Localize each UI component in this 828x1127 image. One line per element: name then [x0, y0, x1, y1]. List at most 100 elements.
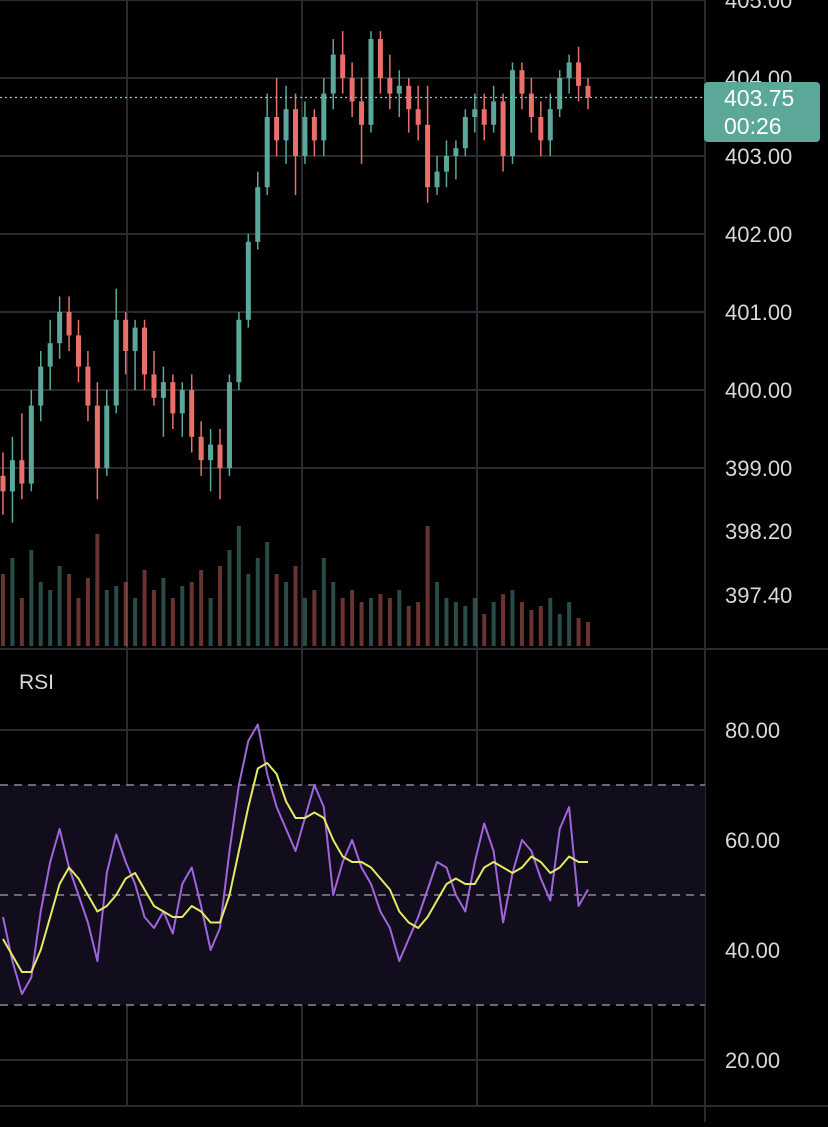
candle — [406, 78, 412, 133]
candle — [576, 46, 582, 102]
price-tick-label: 402.00 — [725, 222, 792, 247]
volume-bar — [463, 606, 468, 646]
price-tick-label: 403.00 — [725, 144, 792, 169]
candle-body — [104, 405, 110, 468]
candle-body — [434, 171, 440, 188]
price-tick-label: 401.00 — [725, 300, 792, 325]
candle — [453, 140, 459, 180]
candle-body — [0, 475, 6, 492]
volume-bar — [151, 590, 156, 646]
volume-bar — [265, 542, 270, 646]
volume-bar — [227, 550, 232, 646]
volume-bar — [557, 614, 562, 646]
price-axis[interactable]: 405.00404.00403.00402.00401.00400.00399.… — [725, 0, 792, 608]
volume-bar — [397, 590, 402, 646]
candle — [359, 78, 365, 164]
candle — [293, 93, 298, 195]
current-price-badge: 403.75 00:26 — [704, 82, 820, 142]
candle — [434, 156, 440, 195]
candle — [311, 109, 317, 156]
candle-body — [359, 101, 365, 125]
candle-body — [142, 327, 148, 375]
candle-body — [293, 109, 298, 156]
candle-body — [538, 117, 544, 141]
candle — [264, 93, 270, 195]
volume-bar — [302, 598, 307, 646]
candlesticks[interactable] — [0, 31, 591, 523]
candle — [462, 109, 468, 156]
volume-bar — [208, 598, 213, 646]
candle-body — [245, 241, 251, 320]
candle-body — [557, 78, 563, 110]
candle — [340, 31, 346, 94]
candle — [519, 62, 525, 110]
candle — [0, 452, 6, 515]
candle — [170, 374, 176, 429]
volume-bar — [340, 598, 345, 646]
volume-bar — [510, 590, 515, 646]
volume-bar — [435, 582, 440, 646]
candle — [538, 101, 544, 156]
candle — [113, 288, 119, 414]
candle-body — [85, 366, 91, 406]
candle-body — [547, 109, 553, 141]
candle — [160, 366, 166, 437]
candle-body — [510, 70, 516, 156]
rsi-tick-label: 20.00 — [725, 1048, 780, 1073]
volume-bar — [218, 566, 223, 646]
volume-bar — [142, 570, 147, 646]
volume-bar — [368, 598, 373, 646]
candle — [57, 296, 63, 359]
candle — [75, 319, 81, 383]
volume-bar — [416, 602, 421, 646]
candle — [274, 78, 280, 156]
volume-bar — [576, 618, 581, 646]
candle — [132, 319, 138, 390]
candle — [557, 70, 563, 117]
candle-body — [330, 54, 336, 94]
candle-body — [38, 366, 44, 406]
candle-body — [189, 390, 195, 437]
volume-bar — [29, 550, 34, 646]
current-price-value: 403.75 — [724, 85, 795, 111]
rsi-indicator-title[interactable]: RSI — [19, 671, 55, 694]
candle-body — [311, 117, 317, 141]
candle-body — [566, 62, 572, 78]
volume-bar — [331, 582, 336, 646]
candle-body — [396, 85, 402, 94]
volume-bar — [1, 574, 5, 646]
candle-body — [321, 93, 327, 141]
volume-bar — [425, 526, 430, 646]
volume-bar — [161, 578, 166, 646]
volume-bar — [387, 598, 392, 646]
volume-bar — [359, 602, 364, 646]
candle — [38, 351, 44, 422]
candle — [217, 429, 223, 500]
candle — [283, 85, 289, 164]
candle — [9, 436, 15, 523]
volume-bar — [85, 578, 90, 646]
candle-body — [283, 109, 289, 141]
candle — [245, 234, 251, 328]
rsi-tick-label: 40.00 — [725, 938, 780, 963]
volume-bar — [312, 590, 317, 646]
volume-bar — [321, 558, 326, 646]
volume-bar — [180, 586, 185, 646]
candle-body — [236, 319, 242, 383]
candle — [547, 93, 553, 156]
rsi-axis[interactable]: 80.00 60.00 40.00 20.00 — [725, 718, 780, 1073]
volume-bar — [48, 590, 53, 646]
candle — [481, 93, 487, 141]
volume-bar — [114, 586, 119, 646]
candle-body — [500, 101, 506, 156]
candle — [123, 312, 129, 375]
candle — [179, 382, 185, 437]
candle — [142, 319, 148, 390]
candle — [472, 93, 478, 133]
candle — [566, 54, 572, 94]
candle — [330, 39, 336, 110]
volume-bar — [586, 622, 590, 646]
volume-bar — [38, 582, 43, 646]
